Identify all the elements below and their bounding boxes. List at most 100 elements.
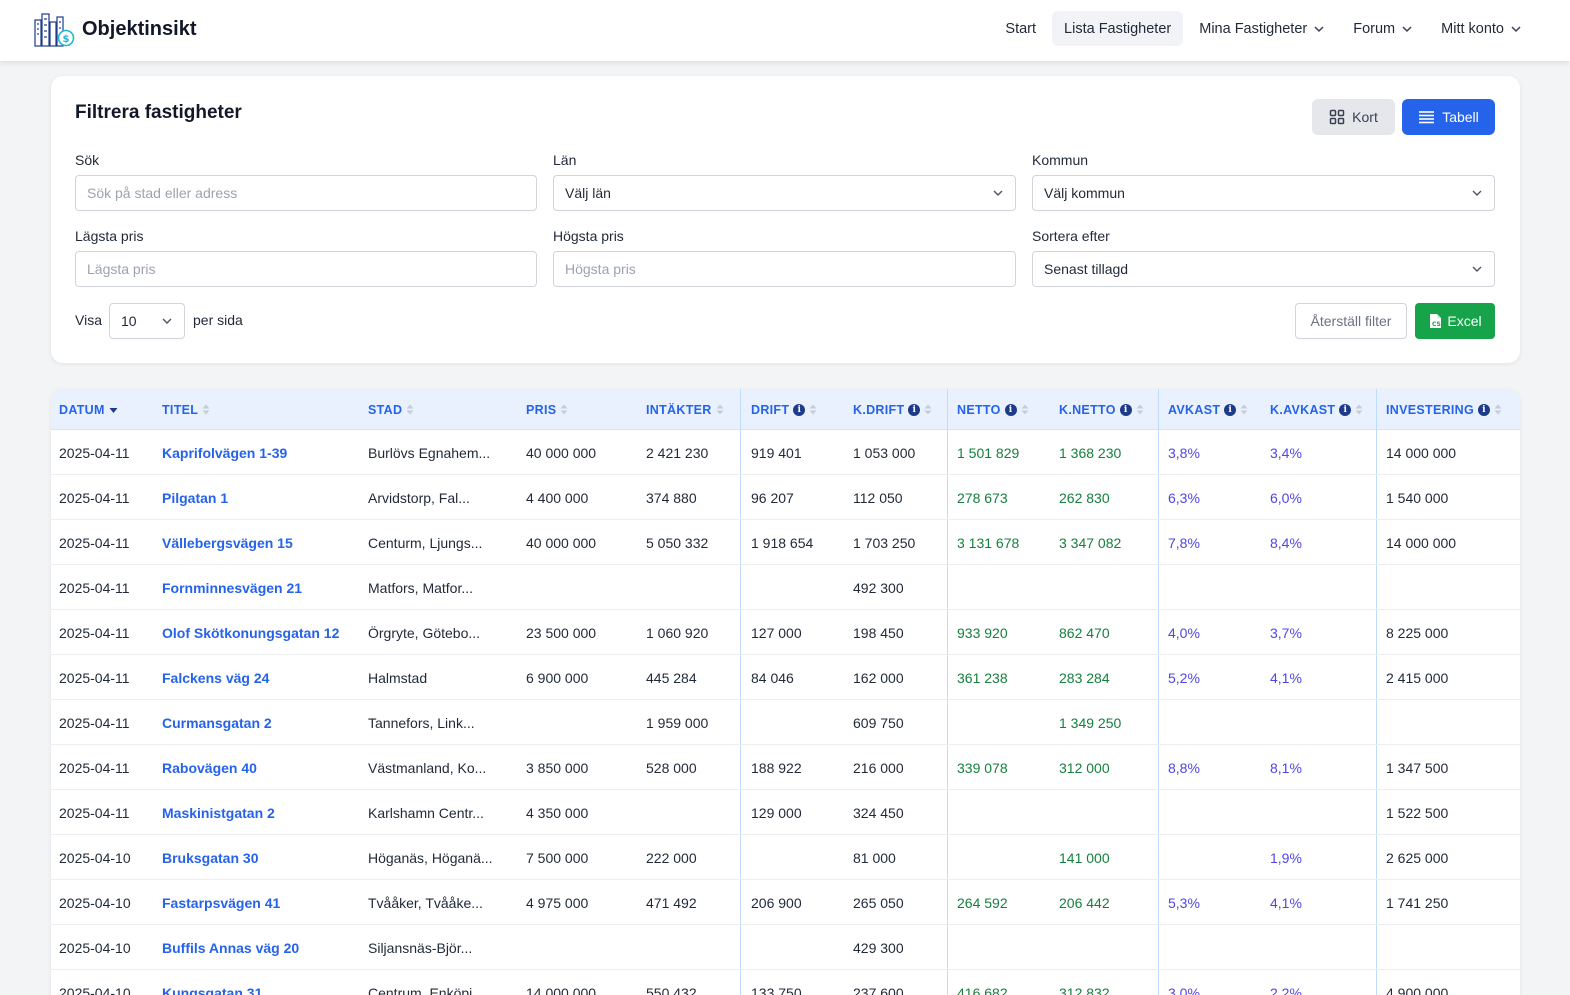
kommun-select[interactable]: Välj kommun [1032, 175, 1495, 211]
table-row[interactable]: 2025-04-11 Rabovägen 40 Västmanland, Ko...… [51, 745, 1520, 790]
col-intakter[interactable]: INTÄKTER [646, 389, 724, 430]
min-price-label: Lägsta pris [75, 228, 144, 244]
col-datum[interactable]: DATUM [59, 389, 118, 430]
cell-avkast: 3,0% [1168, 984, 1200, 995]
svg-text:$: $ [63, 34, 70, 45]
col-drift[interactable]: DRIFT i [751, 389, 817, 430]
cell-kavkast: 2,2% [1270, 984, 1302, 995]
grid-icon [1329, 109, 1345, 125]
cell-datum: 2025-04-10 [59, 939, 131, 956]
property-title-link[interactable]: Fornminnesvägen 21 [162, 579, 303, 596]
cell-drift: 127 000 [751, 624, 802, 641]
min-price-input[interactable] [87, 261, 525, 277]
table-body: 2025-04-11 Kaprifolvägen 1-39 Burlövs Egna… [51, 430, 1520, 995]
reset-filter-button[interactable]: Återställ filter [1295, 303, 1407, 339]
property-title-link[interactable]: Falckens väg 24 [162, 669, 270, 686]
max-price-input[interactable] [565, 261, 1004, 277]
col-kdrift[interactable]: K.DRIFT i [853, 389, 932, 430]
table-row[interactable]: 2025-04-11 Olof Skötkonungsgatan 12 Örgryt… [51, 610, 1520, 655]
info-icon[interactable]: i [1478, 403, 1491, 416]
table-row[interactable]: 2025-04-11 Kaprifolvägen 1-39 Burlövs Egna… [51, 430, 1520, 475]
search-input[interactable] [87, 185, 525, 201]
chevron-down-icon [1314, 25, 1324, 32]
sort-icon [924, 404, 932, 415]
sort-select[interactable]: Senast tillagd [1032, 251, 1495, 287]
cell-investering: 8 225 000 [1386, 624, 1449, 641]
cell-drift: 96 207 [751, 489, 794, 506]
property-title-link[interactable]: Vällebergsvägen 15 [162, 534, 293, 551]
table-row[interactable]: 2025-04-10 Bruksgatan 30 Höganäs, Höganä..… [51, 835, 1520, 880]
table-row[interactable]: 2025-04-10 Kungsgatan 31 Centrum, Enköpi..… [51, 970, 1520, 995]
table-row[interactable]: 2025-04-11 Curmansgatan 2 Tannefors, Link.… [51, 700, 1520, 745]
col-titel[interactable]: TITEL [162, 389, 210, 430]
table-row[interactable]: 2025-04-11 Vällebergsvägen 15 Centurm, Lju… [51, 520, 1520, 565]
cell-netto: 933 920 [957, 624, 1008, 641]
nav-mina-fastigheter[interactable]: Mina Fastigheter [1187, 11, 1337, 46]
cell-drift: 188 922 [751, 759, 802, 776]
col-knetto[interactable]: K.NETTO i [1059, 389, 1144, 430]
nav-mitt-konto[interactable]: Mitt konto [1429, 11, 1534, 46]
cell-pris: 14 000 000 [526, 984, 597, 995]
nav-start[interactable]: Start [1005, 20, 1037, 37]
cell-intakter: 1 959 000 [646, 714, 709, 731]
property-title-link[interactable]: Fastarpsvägen 41 [162, 894, 281, 911]
per-page-select[interactable]: 10 [109, 303, 185, 339]
city-logo-icon: $ [34, 13, 75, 47]
cell-pris: 4 350 000 [526, 804, 589, 821]
nav-lista-fastigheter[interactable]: Lista Fastigheter [1052, 11, 1184, 46]
chevron-down-icon [162, 318, 172, 324]
property-title-link[interactable]: Pilgatan 1 [162, 489, 229, 506]
sort-icon [1240, 404, 1248, 415]
cell-kdrift: 198 450 [853, 624, 904, 641]
property-title-link[interactable]: Maskinistgatan 2 [162, 804, 275, 821]
cell-stad: Västmanland, Ko... [368, 759, 487, 776]
info-icon[interactable]: i [1119, 403, 1132, 416]
cell-drift: 206 900 [751, 894, 802, 911]
cell-intakter: 528 000 [646, 759, 697, 776]
chevron-down-icon [1472, 266, 1482, 272]
table-row[interactable]: 2025-04-11 Pilgatan 1 Arvidstorp, Fal... 4 … [51, 475, 1520, 520]
property-title-link[interactable]: Olof Skötkonungsgatan 12 [162, 624, 340, 641]
col-stad[interactable]: STAD [368, 389, 414, 430]
view-tabell-button[interactable]: Tabell [1402, 99, 1495, 135]
cell-knetto: 206 442 [1059, 894, 1110, 911]
cell-stad: Tannefors, Link... [368, 714, 475, 731]
table-row[interactable]: 2025-04-11 Falckens väg 24 Halmstad 6 900 0… [51, 655, 1520, 700]
property-title-link[interactable]: Kaprifolvägen 1-39 [162, 444, 288, 461]
sort-select-value: Senast tillagd [1044, 261, 1129, 277]
cell-netto: 416 682 [957, 984, 1008, 995]
property-title-link[interactable]: Rabovägen 40 [162, 759, 257, 776]
property-title-link[interactable]: Curmansgatan 2 [162, 714, 272, 731]
cell-datum: 2025-04-11 [59, 804, 130, 821]
cell-netto: 361 238 [957, 669, 1008, 686]
info-icon[interactable]: i [793, 403, 806, 416]
property-title-link[interactable]: Buffils Annas väg 20 [162, 939, 300, 956]
table-row[interactable]: 2025-04-10 Buffils Annas väg 20 Siljansnäs… [51, 925, 1520, 970]
info-icon[interactable]: i [1339, 403, 1352, 416]
property-title-link[interactable]: Bruksgatan 30 [162, 849, 259, 866]
table-row[interactable]: 2025-04-11 Fornminnesvägen 21 Matfors, Mat… [51, 565, 1520, 610]
col-avkast[interactable]: AVKAST i [1168, 389, 1248, 430]
nav-forum[interactable]: Forum [1341, 11, 1425, 46]
chevron-down-icon [1511, 25, 1521, 32]
cell-investering: 1 741 250 [1386, 894, 1449, 911]
table-row[interactable]: 2025-04-11 Maskinistgatan 2 Karlshamn Cent… [51, 790, 1520, 835]
excel-export-button[interactable]: CSV Excel [1415, 303, 1495, 339]
col-netto[interactable]: NETTO i [957, 389, 1029, 430]
info-icon[interactable]: i [1224, 403, 1237, 416]
cell-investering: 1 347 500 [1386, 759, 1449, 776]
col-investering[interactable]: INVESTERING i [1386, 389, 1502, 430]
table-row[interactable]: 2025-04-10 Fastarpsvägen 41 Tvååker, Tvååk… [51, 880, 1520, 925]
col-pris[interactable]: PRIS [526, 389, 568, 430]
view-kort-button[interactable]: Kort [1312, 99, 1395, 135]
lan-select[interactable]: Välj län [553, 175, 1016, 211]
info-icon[interactable]: i [908, 403, 921, 416]
lan-select-value: Välj län [565, 185, 611, 201]
cell-intakter: 445 284 [646, 669, 697, 686]
col-kavkast[interactable]: K.AVKAST i [1270, 389, 1363, 430]
brand[interactable]: $ Objektinsikt [32, 10, 196, 48]
info-icon[interactable]: i [1004, 403, 1017, 416]
col-pris-label: PRIS [526, 402, 557, 417]
property-title-link[interactable]: Kungsgatan 31 [162, 984, 263, 995]
cell-kdrift: 237 600 [853, 984, 904, 995]
